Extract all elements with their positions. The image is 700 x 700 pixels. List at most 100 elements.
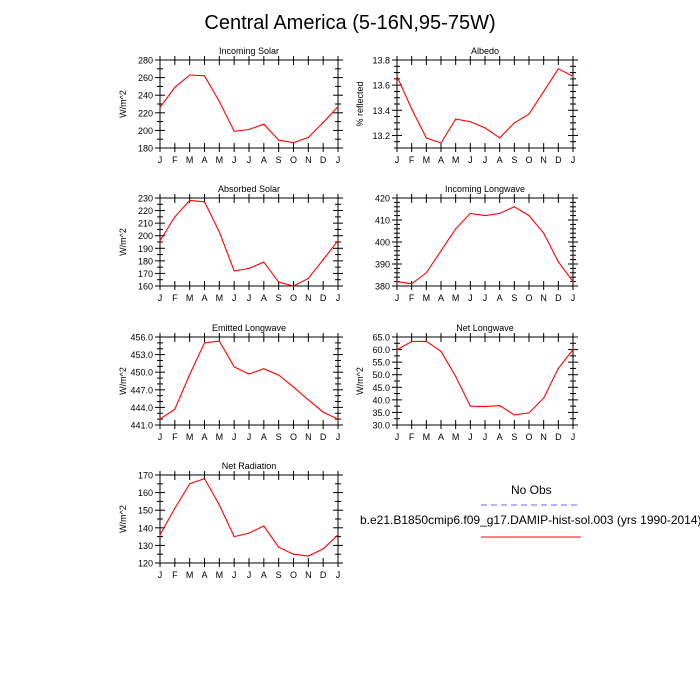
- x-tick-label: F: [172, 155, 178, 165]
- x-tick-label: O: [525, 155, 532, 165]
- y-tick-label: 441.0: [130, 421, 153, 431]
- x-tick-label: J: [483, 432, 488, 442]
- x-tick-label: J: [336, 432, 341, 442]
- series-line-net-longwave: [396, 340, 574, 416]
- data-point: [203, 201, 206, 203]
- data-point: [396, 281, 398, 283]
- y-axis-label: W/m^2: [118, 367, 128, 395]
- data-point: [233, 130, 235, 132]
- x-tick-label: J: [395, 155, 400, 165]
- x-tick-label: A: [201, 570, 207, 580]
- y-tick-label: 13.8: [372, 56, 390, 66]
- data-point: [513, 206, 515, 208]
- y-tick-label: 456.0: [130, 333, 153, 343]
- panel-title: Incoming Longwave: [445, 184, 525, 194]
- data-point: [174, 408, 176, 410]
- x-tick-label: J: [158, 155, 163, 165]
- y-tick-label: 450.0: [130, 368, 153, 378]
- y-tick-label: 170: [138, 471, 153, 481]
- y-axis-label: W/m^2: [355, 367, 365, 395]
- plot-frame: [396, 197, 574, 287]
- legend-model-label: b.e21.B1850cmip6.f09_g17.DAMIP-hist-sol.…: [360, 513, 700, 527]
- x-tick-label: N: [540, 155, 547, 165]
- panel-title: Incoming Solar: [219, 46, 279, 56]
- x-tick-label: F: [172, 293, 178, 303]
- x-tick-label: M: [186, 293, 194, 303]
- data-point: [557, 68, 559, 70]
- y-tick-label: 130: [138, 541, 153, 551]
- x-tick-label: D: [555, 293, 562, 303]
- data-point: [203, 342, 206, 344]
- data-point: [484, 127, 486, 129]
- data-point: [425, 137, 427, 139]
- x-tick-label: J: [247, 155, 252, 165]
- x-tick-label: O: [290, 155, 297, 165]
- x-tick-label: S: [276, 293, 282, 303]
- data-point: [263, 123, 265, 125]
- x-tick-label: J: [483, 155, 488, 165]
- x-tick-label: J: [247, 293, 252, 303]
- y-tick-label: 210: [138, 219, 153, 229]
- x-tick-label: N: [540, 293, 547, 303]
- y-tick-label: 380: [375, 282, 390, 292]
- data-point: [203, 477, 206, 480]
- x-tick-label: M: [186, 570, 194, 580]
- series-line-albedo: [396, 68, 574, 144]
- data-point: [455, 228, 457, 230]
- x-tick-label: F: [172, 432, 178, 442]
- x-tick-label: J: [336, 155, 341, 165]
- data-point: [233, 536, 235, 538]
- data-point: [528, 215, 530, 217]
- data-point: [557, 261, 559, 263]
- x-tick-label: J: [571, 155, 576, 165]
- x-tick-label: F: [172, 570, 178, 580]
- x-tick-label: A: [201, 432, 207, 442]
- x-tick-label: J: [232, 293, 237, 303]
- data-point: [513, 122, 515, 124]
- x-tick-label: M: [216, 570, 224, 580]
- series-line-net-radiation: [159, 477, 339, 557]
- data-point: [248, 128, 250, 131]
- y-tick-label: 180: [138, 256, 153, 266]
- y-tick-label: 120: [138, 559, 153, 569]
- x-tick-label: M: [423, 432, 431, 442]
- data-point: [469, 121, 471, 123]
- x-tick-label: J: [232, 155, 237, 165]
- x-tick-label: M: [452, 432, 460, 442]
- y-tick-label: 410: [375, 216, 390, 226]
- x-tick-label: S: [276, 155, 282, 165]
- x-tick-label: J: [247, 570, 252, 580]
- data-point: [572, 281, 574, 283]
- x-tick-label: A: [201, 293, 207, 303]
- data-point: [307, 399, 309, 401]
- y-tick-label: 50.0: [372, 370, 390, 380]
- x-tick-label: D: [555, 155, 562, 165]
- data-point: [174, 216, 176, 218]
- data-point: [543, 397, 545, 399]
- x-tick-label: M: [423, 293, 431, 303]
- data-point: [189, 373, 191, 376]
- y-tick-label: 220: [138, 108, 153, 118]
- x-tick-label: A: [261, 293, 267, 303]
- x-tick-label: D: [320, 570, 327, 580]
- data-point: [440, 350, 442, 352]
- x-tick-label: J: [571, 432, 576, 442]
- data-point: [159, 106, 161, 109]
- y-tick-label: 390: [375, 260, 390, 270]
- data-point: [484, 215, 486, 217]
- x-tick-label: O: [525, 293, 532, 303]
- plot-frame: [396, 59, 574, 149]
- x-tick-label: M: [452, 155, 460, 165]
- x-tick-label: N: [305, 293, 312, 303]
- series-line-incoming-longwave: [396, 206, 574, 285]
- y-tick-label: 65.0: [372, 333, 390, 343]
- data-point: [484, 406, 486, 408]
- data-point: [159, 418, 161, 420]
- x-tick-label: A: [438, 432, 444, 442]
- panel-title: Net Longwave: [456, 323, 514, 333]
- x-tick-label: J: [158, 570, 163, 580]
- y-tick-label: 13.2: [372, 131, 390, 141]
- data-point: [469, 405, 471, 407]
- data-point: [572, 348, 574, 351]
